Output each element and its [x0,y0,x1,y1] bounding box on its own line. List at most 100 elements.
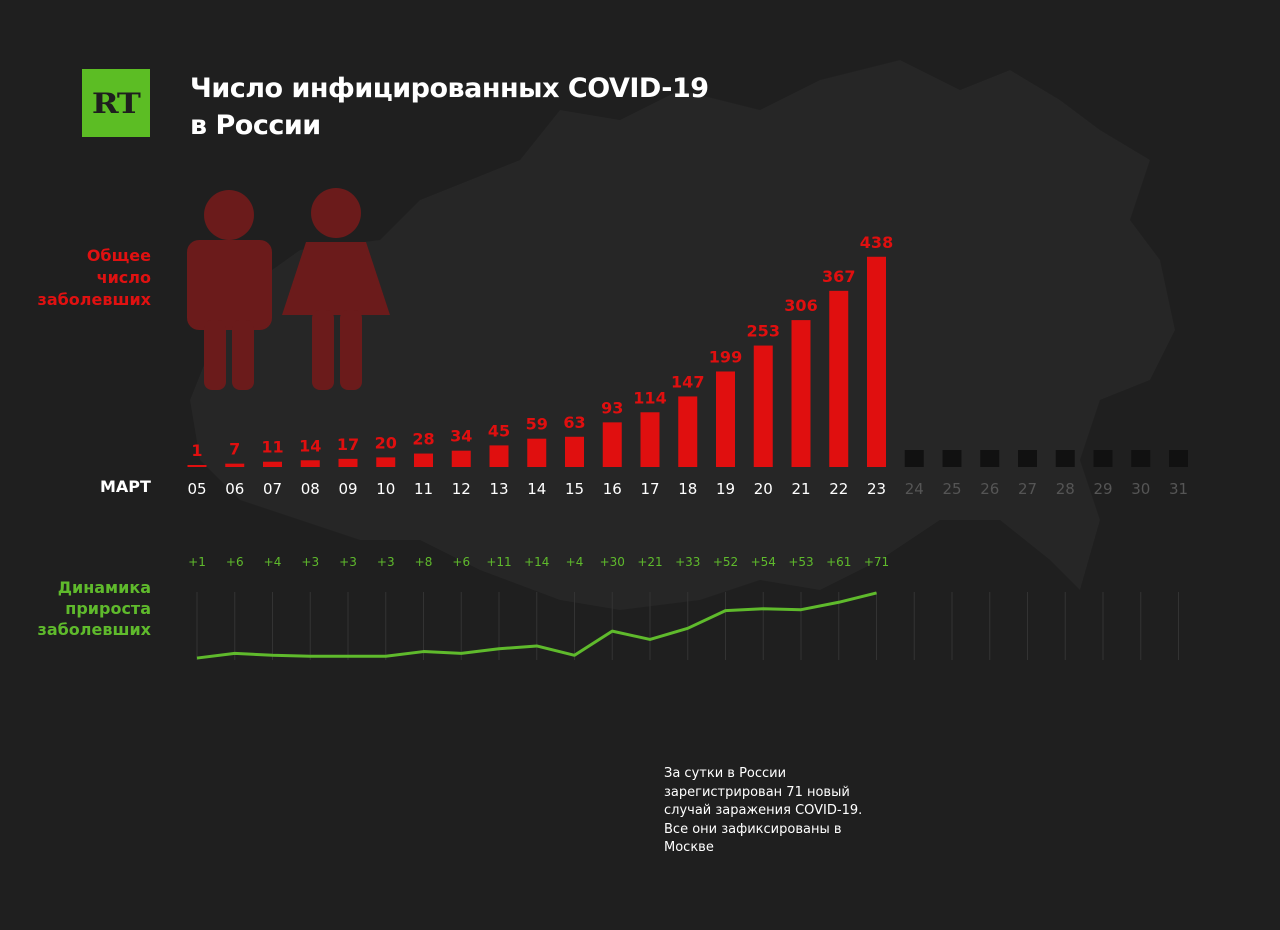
bar-value-label: 199 [709,347,742,366]
bar-value-label: 59 [526,415,548,434]
growth-label-line: прироста [65,599,151,618]
bar-value-label: 63 [563,413,585,432]
growth-value-label: +4 [566,555,584,569]
bar-value-label: 367 [822,267,855,286]
growth-value-label: +1 [188,555,206,569]
x-axis-tick-labels: 05 06 07 08 09 10 11 12 13 14 15 16 17 18 19 20 21 22 23 24… [187,480,1188,498]
growth-label-line: заболевших [37,620,151,639]
bar-value-label: 306 [784,296,817,315]
bar-value-label: 1 [191,441,202,460]
bar-16 [602,422,622,467]
x-tick-label: 07 [263,480,282,498]
bar-19 [716,371,735,467]
future-bar-24 [904,450,924,467]
total-label-line: Общее [86,246,151,265]
future-tick-label: 28 [1056,480,1075,498]
growth-value-label: +71 [864,555,889,569]
bar-value-label: 14 [299,436,321,455]
growth-value-label: +3 [339,555,357,569]
bar-22 [829,290,849,467]
bar-18 [678,396,698,467]
future-bar-25 [942,450,962,467]
bar-09 [338,458,358,467]
bar-value-label: 45 [488,421,510,440]
future-tick-label: 24 [905,480,924,498]
x-tick-label: 19 [716,480,735,498]
people-silhouettes [187,188,390,390]
bar-value-label: 28 [412,430,434,449]
x-tick-label: 17 [640,480,659,498]
x-tick-label: 09 [338,480,357,498]
note-line: За сутки в России [664,766,787,781]
note-line: Москве [664,840,714,855]
growth-value-label: +4 [264,555,282,569]
future-bar-29 [1093,450,1113,467]
future-bar-26 [980,450,1000,467]
rt-logo: RT [82,69,150,137]
growth-value-label: +3 [301,555,319,569]
bar-06 [225,463,245,467]
growth-value-label: +53 [788,555,813,569]
growth-gridlines [196,592,1179,660]
bar-value-label: 17 [337,435,359,454]
bar-value-label: 7 [229,440,240,459]
logo-text: RT [92,86,141,120]
growth-value-label: +52 [713,555,738,569]
total-cases-label: Общее число заболевших [20,245,151,311]
x-tick-label: 12 [452,480,471,498]
x-tick-label: 11 [414,480,433,498]
bar-08 [300,460,320,467]
russia-map-silhouette [190,60,1175,610]
bar-value-label: 438 [860,233,893,252]
woman-icon [282,188,390,390]
bar-07 [263,461,282,467]
summary-note: За сутки в России зарегистрирован 71 нов… [664,765,904,858]
bar-value-label: 147 [671,372,704,391]
growth-value-label: +30 [600,555,625,569]
x-tick-label: 14 [527,480,546,498]
future-tick-label: 25 [942,480,961,498]
x-tick-label: 08 [301,480,320,498]
bar-20 [753,345,773,467]
growth-value-labels: +1 +6 +4 +3 +3 +3 +8 +6 +11 +14 +4 +30 +21 +33 +52 +54 +… [188,555,889,569]
future-bar-28 [1055,450,1075,467]
future-tick-label: 27 [1018,480,1037,498]
future-day-markers [904,450,1188,467]
note-line: зарегистрирован 71 новый [664,784,850,800]
growth-value-label: +61 [826,555,851,569]
future-tick-label: 31 [1169,480,1188,498]
x-tick-label: 05 [187,480,206,498]
bar-11 [414,453,433,467]
x-tick-label: 10 [376,480,395,498]
growth-value-label: +6 [452,555,470,569]
note-line: Все они зафиксированы в [664,821,842,837]
x-tick-label: 20 [754,480,773,498]
x-tick-label: 06 [225,480,244,498]
bar-05 [187,465,207,467]
total-label-line: число [96,268,151,287]
bar-13 [489,445,509,467]
growth-label: Динамика прироста заболевших [20,577,151,640]
growth-value-label: +54 [751,555,776,569]
bar-value-label: 253 [747,322,780,341]
future-bar-31 [1169,450,1188,467]
title-line-1: Число инфицированных COVID-19 [190,73,709,104]
bar-value-label: 114 [633,388,666,407]
bar-14 [527,438,547,467]
growth-value-label: +33 [675,555,700,569]
growth-value-label: +11 [486,555,511,569]
bar-23 [867,256,886,467]
chart-title: Число инфицированных COVID-19 в России [190,70,709,144]
x-tick-label: 22 [829,480,848,498]
x-tick-label: 16 [603,480,622,498]
x-tick-label: 18 [678,480,697,498]
growth-value-label: +6 [226,555,244,569]
x-tick-label: 23 [867,480,886,498]
growth-label-line: Динамика [57,578,151,597]
future-bar-30 [1131,450,1151,467]
total-label-line: заболевших [37,290,151,309]
bar-value-label: 11 [261,438,283,457]
bar-value-label: 93 [601,398,623,417]
future-bar-27 [1018,450,1037,467]
